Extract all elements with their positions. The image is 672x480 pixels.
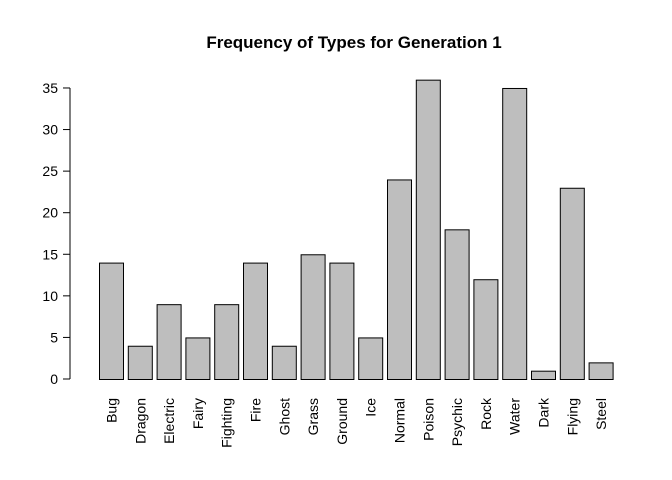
x-tick-label: Dark <box>536 397 552 428</box>
chart-title: Frequency of Types for Generation 1 <box>206 33 501 52</box>
x-tick-label: Ghost <box>276 398 292 435</box>
y-tick-label: 35 <box>42 80 58 96</box>
x-axis-labels: Bug Dragon Electric Fairy Fighting Fire Ghost G… <box>104 397 610 448</box>
x-tick-label: Poison <box>420 398 436 441</box>
y-tick-label: 5 <box>50 329 58 345</box>
x-tick-label: Fighting <box>219 398 235 448</box>
y-tick-label: 30 <box>42 122 58 138</box>
bar-fairy <box>185 337 211 380</box>
y-tick-label: 25 <box>42 163 58 179</box>
x-tick-label: Ground <box>334 398 350 445</box>
bar-ground <box>329 262 355 380</box>
x-tick-label: Bug <box>104 398 120 423</box>
bar-normal <box>387 179 412 380</box>
x-tick-label: Electric <box>161 398 177 444</box>
bars <box>99 79 614 381</box>
bar-steel <box>588 362 614 380</box>
bar-grass <box>300 254 326 380</box>
bar-flying <box>559 187 585 380</box>
bar-ghost <box>271 345 297 380</box>
x-tick-label: Fire <box>248 398 264 422</box>
bar-bug <box>99 262 124 380</box>
x-tick-label: Fairy <box>190 398 206 429</box>
x-tick-label: Steel <box>593 398 609 430</box>
x-tick-label: Flying <box>564 398 580 435</box>
y-tick-label: 0 <box>50 371 58 387</box>
bar-fighting <box>214 304 240 381</box>
x-tick-label: Dragon <box>132 398 148 444</box>
x-tick-label: Water <box>507 398 523 435</box>
x-tick-label: Grass <box>305 398 321 435</box>
bar-rock <box>473 279 499 380</box>
bar-fire <box>243 262 268 380</box>
x-tick-label: Normal <box>392 398 408 443</box>
bar-water <box>502 87 528 380</box>
y-tick-label: 20 <box>42 205 58 221</box>
x-tick-label: Ice <box>363 398 379 417</box>
bar-poison <box>415 79 441 380</box>
y-tick-label: 10 <box>42 288 58 304</box>
y-tick-label: 15 <box>42 246 58 262</box>
bar-psychic <box>444 229 470 380</box>
x-tick-label: Rock <box>478 397 494 430</box>
x-tick-label: Psychic <box>449 398 465 446</box>
bar-electric <box>156 304 182 381</box>
bar-dragon <box>127 345 153 380</box>
y-axis: 0 5 10 15 20 25 30 35 <box>42 80 71 387</box>
bar-ice <box>358 337 384 380</box>
bar-dark <box>531 370 556 380</box>
